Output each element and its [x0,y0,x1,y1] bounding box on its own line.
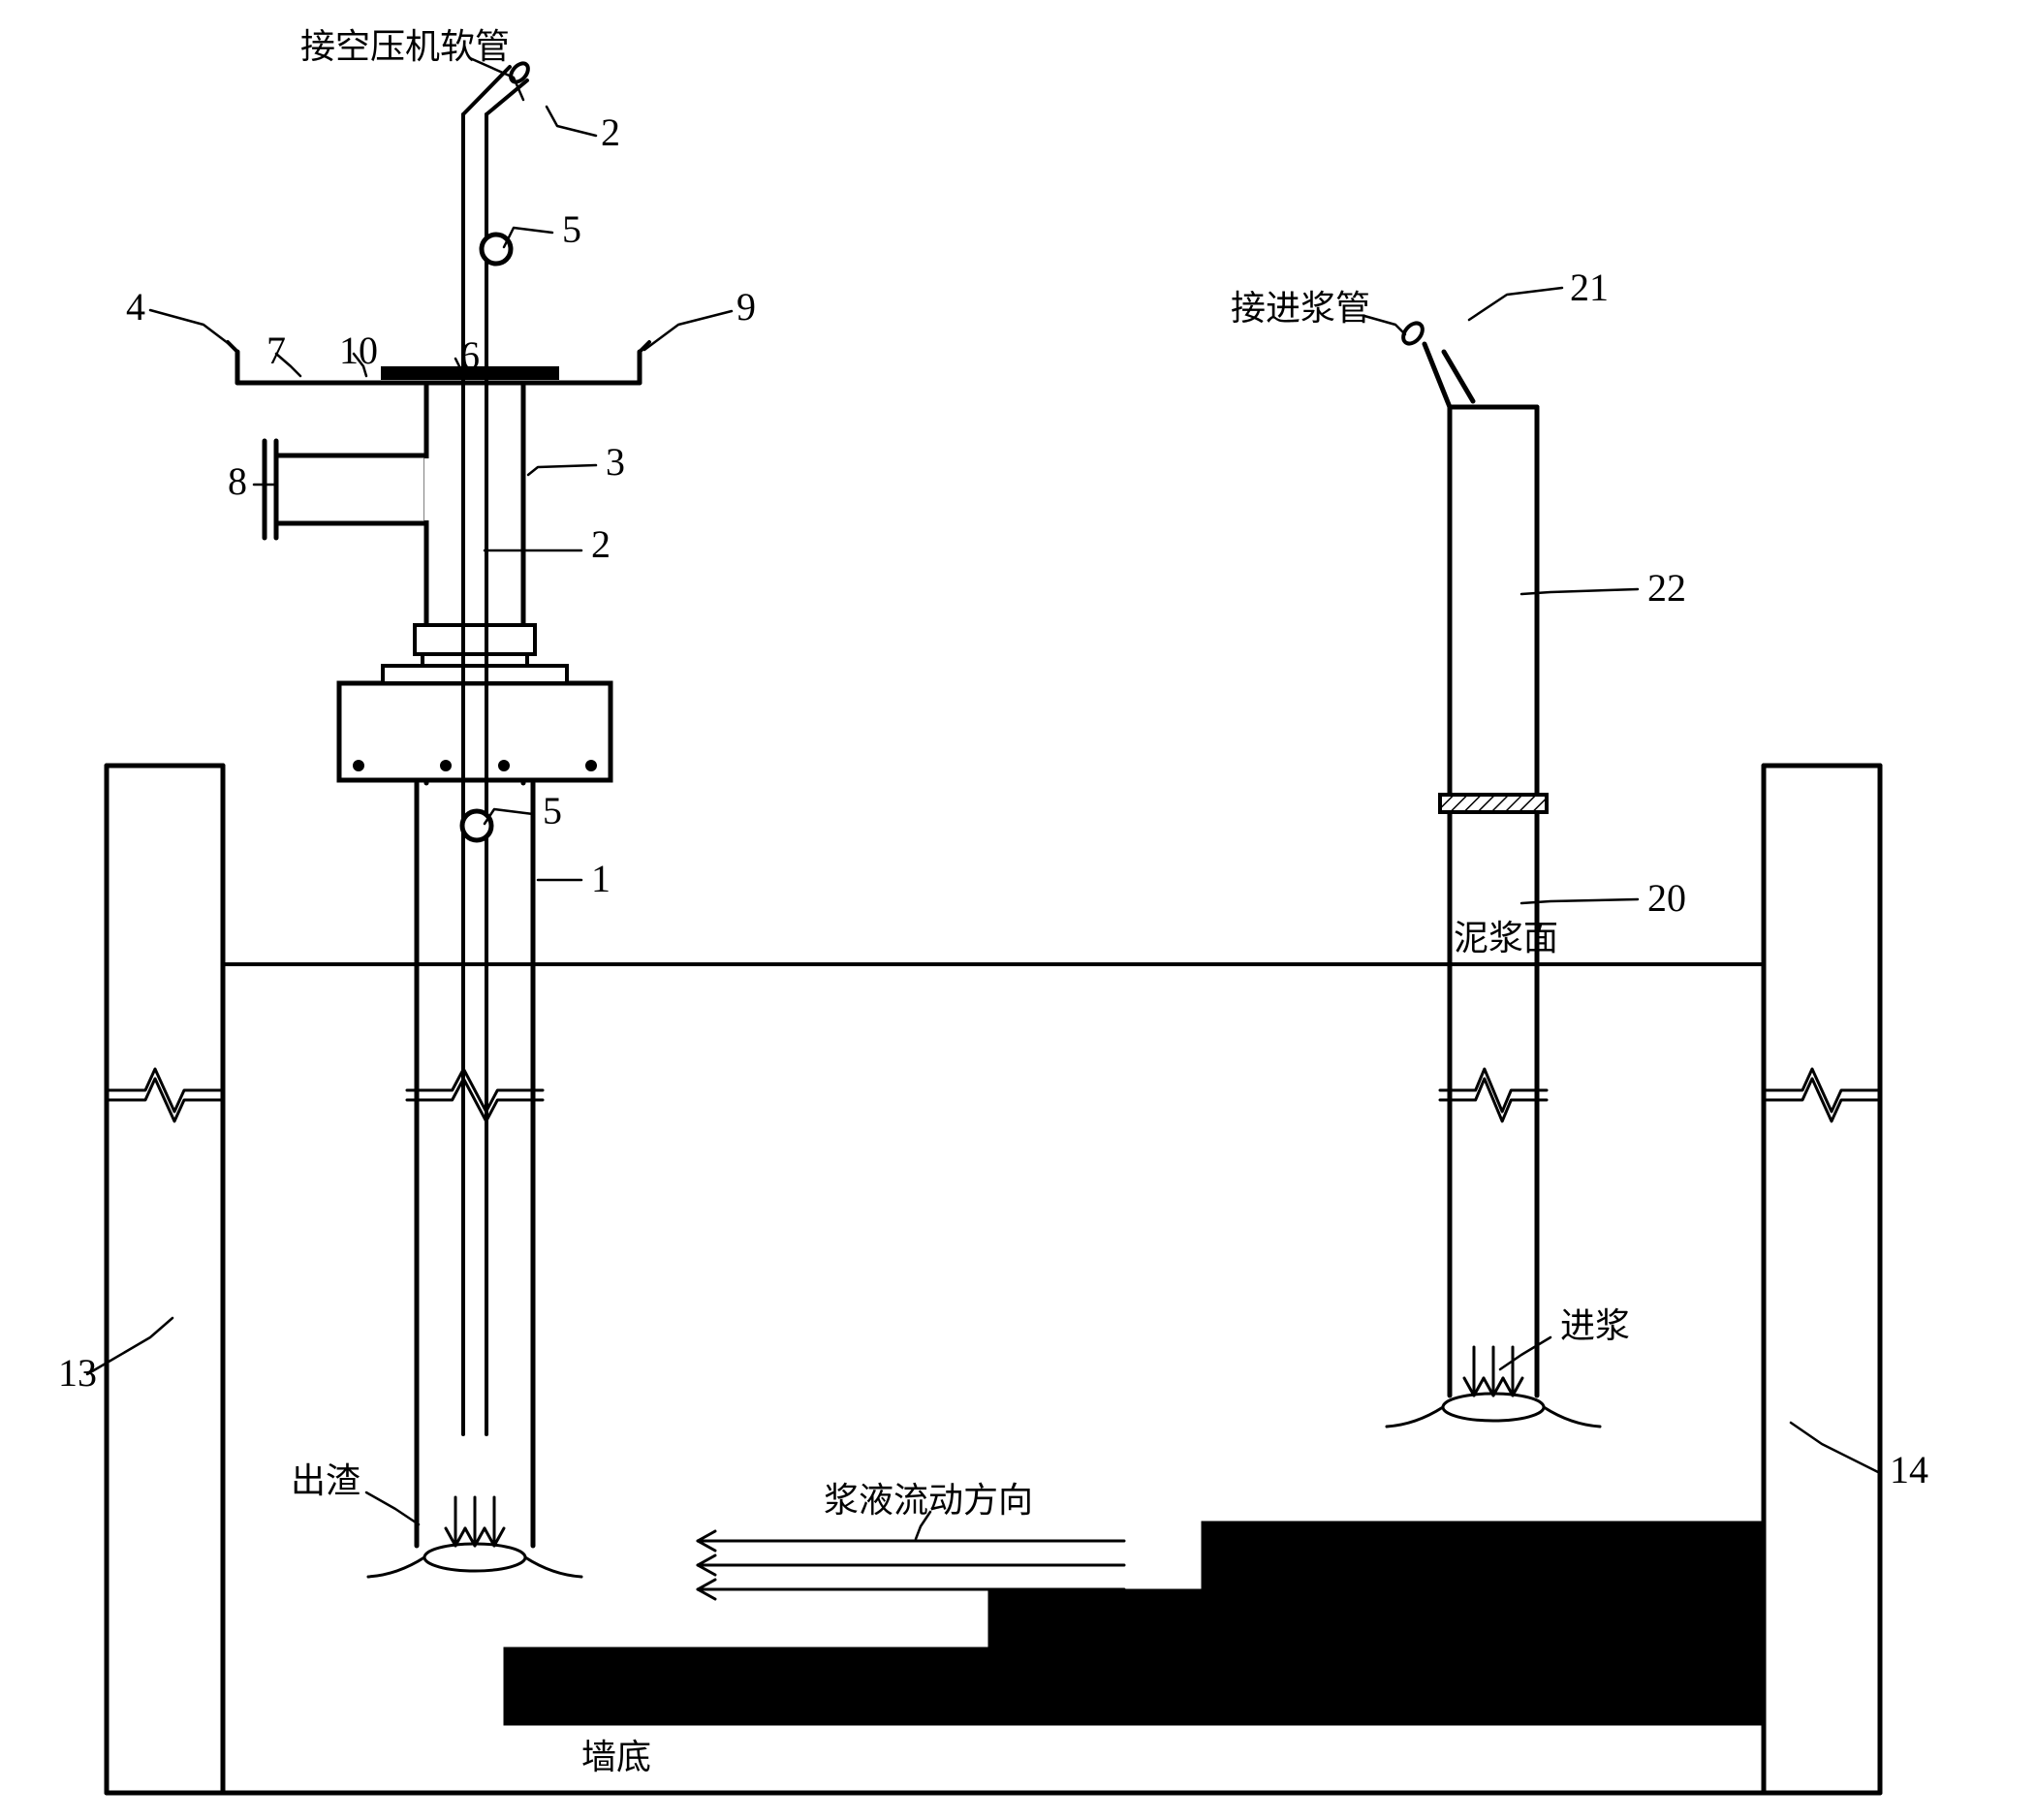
label-n6: 6 [460,333,480,377]
label-n2a: 2 [601,110,620,154]
label-n2b: 2 [591,522,611,566]
label-n7: 7 [266,329,286,372]
flow-arrows [698,1531,1124,1599]
label-top_hose: 接空压机软管 [300,27,510,66]
label-mud_surface: 泥浆面 [1454,919,1558,957]
label-n21: 21 [1570,266,1609,309]
label-n23: 23 [1628,1535,1667,1579]
label-n10: 10 [339,329,378,372]
label-n22: 22 [1647,566,1686,610]
label-n3: 3 [606,440,625,484]
label-n1: 1 [591,857,611,900]
label-n4: 4 [126,285,145,329]
label-n9: 9 [736,285,756,329]
label-slurry_pipe: 接进浆管 [1231,289,1370,328]
label-n5b: 5 [543,789,562,832]
label-slag_out: 出渣 [291,1461,360,1500]
label-n8: 8 [228,459,247,503]
label-n14: 14 [1890,1448,1928,1491]
label-slurry_in: 进浆 [1560,1306,1630,1345]
label-n5a: 5 [562,207,581,251]
label-wall_bottom: 墙底 [581,1738,651,1776]
label-n20: 20 [1647,876,1686,920]
